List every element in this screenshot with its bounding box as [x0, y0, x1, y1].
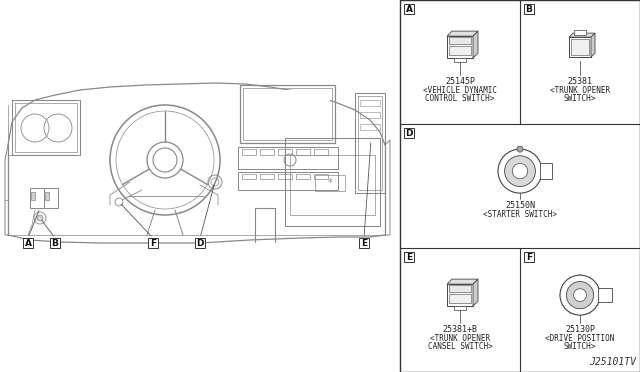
Bar [449, 285, 471, 292]
Bar [278, 149, 292, 155]
Text: E: E [406, 253, 412, 262]
Text: F: F [150, 238, 156, 247]
Bar [569, 37, 591, 57]
Bar [540, 163, 552, 179]
Bar [447, 284, 473, 306]
Bar [243, 88, 332, 140]
Bar [23, 238, 33, 248]
Bar [449, 46, 471, 55]
Bar [45, 192, 49, 200]
Circle shape [573, 289, 586, 302]
Text: <TRUNK OPENER: <TRUNK OPENER [430, 334, 490, 343]
Text: 25381+B: 25381+B [442, 325, 477, 334]
Bar [238, 147, 338, 169]
Bar [31, 192, 35, 200]
Bar [360, 112, 380, 118]
Text: B: B [52, 238, 58, 247]
Bar [314, 174, 328, 179]
Bar [290, 155, 375, 215]
Bar [245, 90, 330, 138]
Circle shape [498, 149, 542, 193]
Bar [449, 294, 471, 303]
Circle shape [153, 148, 177, 172]
Bar [30, 188, 44, 208]
Bar [238, 172, 338, 190]
Text: <TRUNK OPENER: <TRUNK OPENER [550, 86, 610, 95]
Bar [260, 149, 274, 155]
Circle shape [512, 163, 528, 179]
Bar [285, 138, 380, 226]
Bar [574, 30, 586, 35]
Bar [400, 0, 640, 372]
Bar [360, 124, 380, 130]
Text: 25145P: 25145P [445, 77, 475, 86]
Text: 25130P: 25130P [565, 325, 595, 334]
Bar [50, 238, 60, 248]
Polygon shape [447, 31, 478, 36]
Circle shape [37, 215, 43, 221]
Bar [524, 252, 534, 262]
Text: SWITCH>: SWITCH> [564, 342, 596, 351]
Bar [44, 188, 58, 208]
Text: SWITCH>: SWITCH> [564, 94, 596, 103]
Bar [314, 149, 328, 155]
Text: A: A [406, 4, 413, 13]
Text: <STARTER SWITCH>: <STARTER SWITCH> [483, 210, 557, 219]
Bar [360, 100, 380, 106]
Bar [296, 149, 310, 155]
Polygon shape [591, 33, 595, 57]
Polygon shape [447, 279, 478, 284]
Bar [359, 238, 369, 248]
Bar [454, 58, 466, 62]
Text: *: * [328, 178, 332, 188]
Text: <VEHICLE DYNAMIC: <VEHICLE DYNAMIC [423, 86, 497, 95]
Text: B: B [525, 4, 532, 13]
Bar [315, 175, 345, 191]
Bar [260, 174, 274, 179]
Bar [449, 37, 471, 44]
Text: <DRIVE POSITION: <DRIVE POSITION [545, 334, 614, 343]
Text: D: D [196, 238, 204, 247]
Bar [242, 174, 256, 179]
Text: 25150N: 25150N [505, 201, 535, 210]
Text: F: F [526, 253, 532, 262]
Circle shape [560, 275, 600, 315]
Bar [404, 252, 414, 262]
Polygon shape [473, 31, 478, 58]
Bar [404, 128, 414, 138]
Bar [524, 4, 534, 14]
Polygon shape [473, 279, 478, 306]
Bar [598, 288, 612, 302]
Circle shape [517, 146, 523, 152]
Text: D: D [405, 128, 413, 138]
Bar [296, 174, 310, 179]
Bar [148, 238, 158, 248]
Bar [242, 149, 256, 155]
Bar [355, 93, 385, 193]
Circle shape [34, 212, 46, 224]
Circle shape [504, 156, 536, 186]
Bar [240, 85, 335, 143]
Bar [0, 0, 400, 372]
Bar [571, 39, 589, 55]
Bar [195, 238, 205, 248]
Circle shape [566, 282, 594, 309]
Text: CONTROL SWITCH>: CONTROL SWITCH> [426, 94, 495, 103]
Text: 25381: 25381 [568, 77, 593, 86]
Bar [454, 306, 466, 310]
Text: A: A [24, 238, 31, 247]
Bar [447, 36, 473, 58]
Polygon shape [569, 33, 595, 37]
Text: J25101TV: J25101TV [589, 357, 636, 367]
Bar [278, 174, 292, 179]
Text: CANSEL SWITCH>: CANSEL SWITCH> [428, 342, 492, 351]
Text: E: E [361, 238, 367, 247]
Bar [404, 4, 414, 14]
